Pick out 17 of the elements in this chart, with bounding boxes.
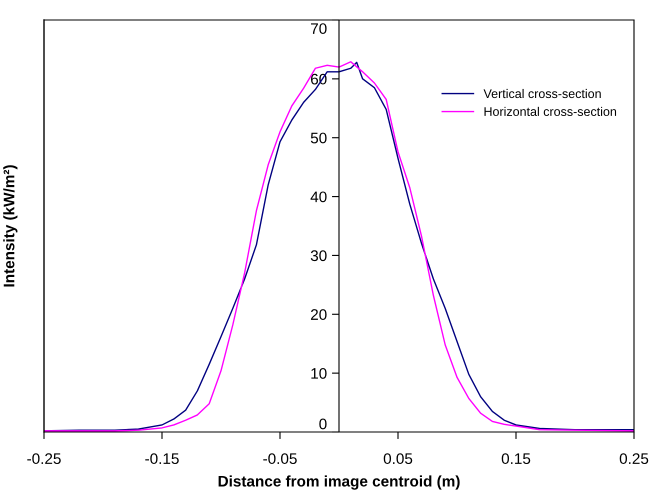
y-tick-label: 70 <box>310 23 327 34</box>
x-axis-title: Distance from image centroid (m) <box>218 475 460 490</box>
x-tick-label: -0.15 <box>145 453 179 464</box>
x-tick-label: -0.05 <box>263 453 297 464</box>
x-tick-label: 0.25 <box>620 453 648 464</box>
y-tick-label: 30 <box>310 250 327 262</box>
y-tick-label: 20 <box>310 309 327 320</box>
x-tick-label: 0.15 <box>502 453 530 464</box>
y-tick-label: 50 <box>310 132 327 144</box>
x-tick-label: 0.05 <box>384 453 412 464</box>
y-tick-label: 10 <box>311 368 327 379</box>
legend-label: Vertical cross-section <box>484 88 601 98</box>
legend-label: Horizontal cross-section <box>484 106 616 116</box>
y-tick-label: 40 <box>310 191 327 202</box>
y-tick-label: 0 <box>319 418 327 430</box>
y-axis-title: Intensity (kW/m²) <box>3 165 18 287</box>
x-tick-label: -0.25 <box>27 453 61 464</box>
